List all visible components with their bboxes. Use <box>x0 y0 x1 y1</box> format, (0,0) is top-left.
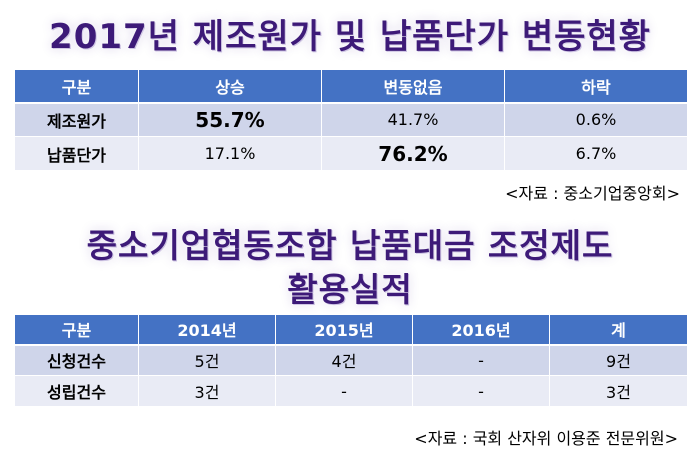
table-row: 납품단가 17.1% 76.2% 6.7% <box>14 136 688 171</box>
header-2016: 2016년 <box>412 314 550 346</box>
row-label-manufacturing-cost: 제조원가 <box>14 102 139 137</box>
cell-value: 3건 <box>138 375 276 407</box>
table-row: 신청건수 5건 4건 - 9건 <box>14 344 688 376</box>
section1-title: 2017년 제조원가 및 납품단가 변동현황 <box>49 17 651 57</box>
cell-value: 9건 <box>549 344 688 376</box>
table-header-row: 구분 상승 변동없음 하락 <box>14 69 688 104</box>
table-header-row: 구분 2014년 2015년 2016년 계 <box>14 314 688 346</box>
header-no-change: 변동없음 <box>321 69 505 104</box>
cell-value: 55.7% <box>138 102 322 137</box>
cell-value: 17.1% <box>138 136 322 171</box>
header-total: 계 <box>549 314 688 346</box>
table-row: 제조원가 55.7% 41.7% 0.6% <box>14 102 688 137</box>
cell-value: 6.7% <box>504 136 688 171</box>
source-note: <자료 : 중소기업중앙회> <box>505 184 680 203</box>
row-label-delivery-price: 납품단가 <box>14 136 139 171</box>
header-category: 구분 <box>14 69 139 104</box>
header-category: 구분 <box>14 314 139 346</box>
header-increase: 상승 <box>138 69 322 104</box>
row-label-concluded: 성립건수 <box>14 375 139 407</box>
cell-value: - <box>412 375 550 407</box>
header-2014: 2014년 <box>138 314 276 346</box>
source-note: <자료 : 국회 산자위 이용준 전문위원> <box>414 429 678 448</box>
table-row: 성립건수 3건 - - 3건 <box>14 375 688 407</box>
row-label-applications: 신청건수 <box>14 344 139 376</box>
cell-value: 3건 <box>549 375 688 407</box>
adjustment-usage-table: 구분 2014년 2015년 2016년 계 신청건수 5건 4건 - 9건 성… <box>14 314 688 407</box>
cell-value: 4건 <box>275 344 413 376</box>
cell-value: - <box>412 344 550 376</box>
cell-value: 41.7% <box>321 102 505 137</box>
header-2015: 2015년 <box>275 314 413 346</box>
section2-title-line1: 중소기업협동조합 납품대금 조정제도 <box>86 226 614 265</box>
section2-title-line2: 활용실적 <box>287 270 413 309</box>
header-decrease: 하락 <box>504 69 688 104</box>
cell-value: 76.2% <box>321 136 505 171</box>
cell-value: 0.6% <box>504 102 688 137</box>
cell-value: - <box>275 375 413 407</box>
cell-value: 5건 <box>138 344 276 376</box>
cost-change-table: 구분 상승 변동없음 하락 제조원가 55.7% 41.7% 0.6% 납품단가… <box>14 69 688 171</box>
